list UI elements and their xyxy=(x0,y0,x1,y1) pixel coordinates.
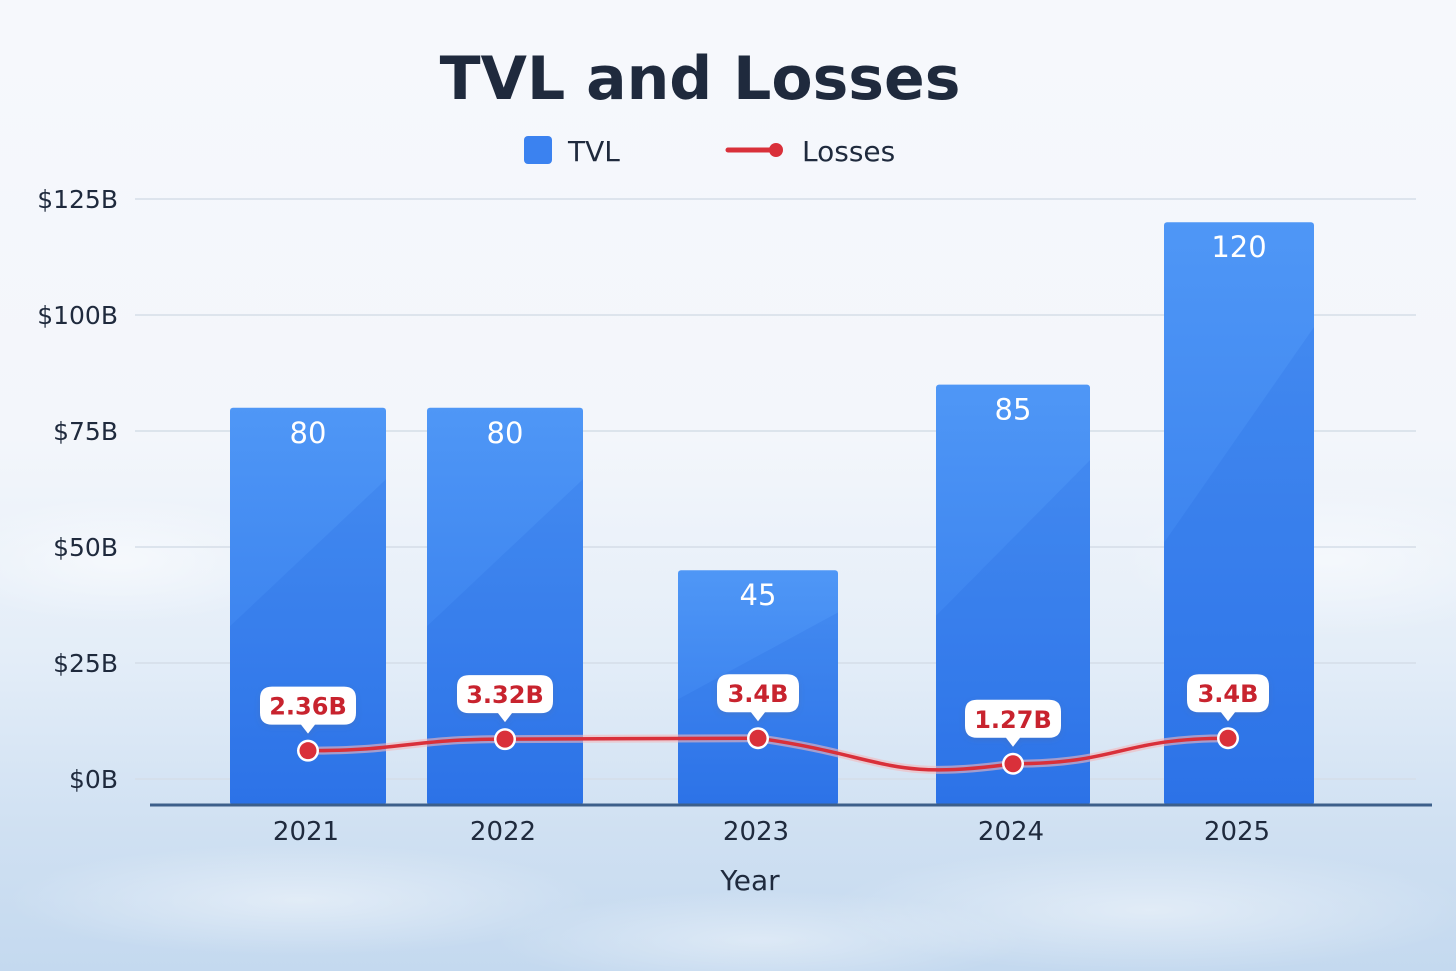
losses-callout-bubble xyxy=(717,674,799,722)
tvl-bar-value-label: 85 xyxy=(995,393,1032,427)
losses-callout-bubble xyxy=(965,699,1061,747)
y-tick-label: $100B xyxy=(37,301,118,330)
legend-tvl-label: TVL xyxy=(567,135,620,168)
tvl-bar-value-label: 80 xyxy=(290,416,327,450)
x-axis-label: Year xyxy=(719,864,780,897)
x-tick-label: 2022 xyxy=(470,817,536,847)
losses-point xyxy=(1004,755,1022,773)
losses-callout-bubble xyxy=(457,675,553,723)
y-tick-label: $50B xyxy=(53,533,118,562)
losses-callout: 3.4B xyxy=(1187,674,1269,722)
x-axis-ticks: 2021 2022 2023 2024 2025 xyxy=(273,817,1270,847)
legend: TVL Losses xyxy=(524,135,895,168)
tvl-bar xyxy=(936,384,1090,805)
legend-tvl-swatch xyxy=(524,136,552,164)
losses-callout: 3.32B xyxy=(457,675,553,723)
legend-losses-marker xyxy=(769,143,783,157)
x-tick-label: 2025 xyxy=(1204,817,1270,847)
losses-value-label: 3.4B xyxy=(1198,680,1259,708)
x-tick-label: 2021 xyxy=(273,817,339,847)
legend-losses-label: Losses xyxy=(802,135,895,168)
losses-callout: 3.4B xyxy=(717,674,799,722)
losses-value-label: 1.27B xyxy=(974,706,1052,734)
losses-point xyxy=(496,730,514,748)
tvl-bar xyxy=(1164,222,1314,805)
y-tick-label: $0B xyxy=(69,765,118,794)
tvl-bars: 80 80 45 85 120 xyxy=(230,222,1314,805)
losses-point xyxy=(1219,729,1237,747)
losses-line-series: 2.36B 3.32B 3.4B 1.27B 3.4B xyxy=(260,674,1269,775)
y-tick-label: $125B xyxy=(37,185,118,214)
losses-callout: 2.36B xyxy=(260,686,356,734)
losses-value-label: 3.32B xyxy=(466,681,544,709)
losses-point xyxy=(299,742,317,760)
losses-callout: 1.27B xyxy=(965,699,1061,747)
losses-callout-bubble xyxy=(260,686,356,734)
chart-title: TVL and Losses xyxy=(440,44,961,114)
y-tick-label: $75B xyxy=(53,417,118,446)
losses-callout-bubble xyxy=(1187,674,1269,722)
y-axis-ticks: $0B $25B $50B $75B $100B $125B xyxy=(37,185,118,794)
tvl-bar-value-label: 45 xyxy=(740,578,777,612)
x-tick-label: 2023 xyxy=(723,817,789,847)
losses-value-label: 2.36B xyxy=(269,693,347,721)
losses-point xyxy=(749,729,767,747)
tvl-bar-value-label: 80 xyxy=(487,416,524,450)
tvl-bar-shade xyxy=(427,479,583,805)
tvl-bar-value-label: 120 xyxy=(1211,230,1266,264)
x-tick-label: 2024 xyxy=(978,817,1044,847)
y-tick-label: $25B xyxy=(53,649,118,678)
losses-value-label: 3.4B xyxy=(728,680,789,708)
